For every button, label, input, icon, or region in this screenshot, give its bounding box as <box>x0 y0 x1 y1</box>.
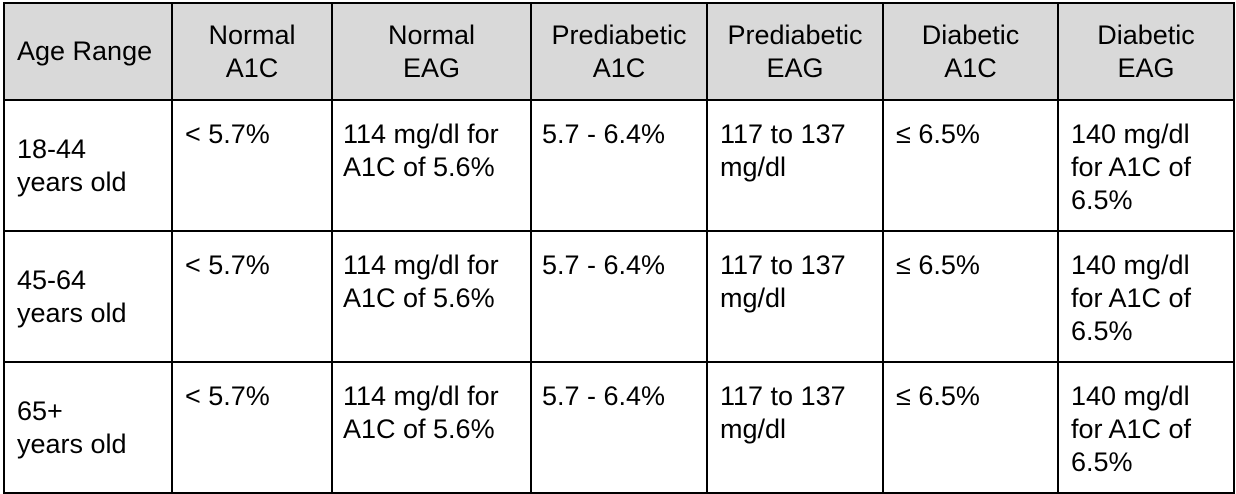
cell-prediabetic-eag: 117 to 137 mg/dl <box>706 99 884 232</box>
header-prediabetic-eag: Prediabetic EAG <box>706 2 884 101</box>
cell-prediabetic-eag: 117 to 137 mg/dl <box>706 361 884 494</box>
header-diabetic-a1c: Diabetic A1C <box>882 2 1059 101</box>
header-normal-eag: Normal EAG <box>331 2 532 101</box>
cell-diabetic-eag: 140 mg/dl for A1C of 6.5% <box>1057 99 1235 232</box>
cell-prediabetic-a1c: 5.7 - 6.4% <box>530 361 708 494</box>
cell-age-range: 18-44 years old <box>3 99 173 232</box>
header-diabetic-eag: Diabetic EAG <box>1057 2 1235 101</box>
cell-prediabetic-a1c: 5.7 - 6.4% <box>530 99 708 232</box>
cell-diabetic-a1c: ≤ 6.5% <box>882 99 1059 232</box>
cell-diabetic-a1c: ≤ 6.5% <box>882 230 1059 363</box>
table-row: 65+ years old < 5.7% 114 mg/dl for A1C o… <box>3 361 1235 494</box>
header-normal-a1c: Normal A1C <box>171 2 333 101</box>
cell-normal-eag: 114 mg/dl for A1C of 5.6% <box>331 230 532 363</box>
a1c-eag-table: Age Range Normal A1C Normal EAG Prediabe… <box>3 2 1235 494</box>
cell-age-range: 45-64 years old <box>3 230 173 363</box>
header-row: Age Range Normal A1C Normal EAG Prediabe… <box>3 2 1235 101</box>
cell-diabetic-eag: 140 mg/dl for A1C of 6.5% <box>1057 230 1235 363</box>
header-prediabetic-a1c: Prediabetic A1C <box>530 2 708 101</box>
cell-prediabetic-a1c: 5.7 - 6.4% <box>530 230 708 363</box>
cell-normal-a1c: < 5.7% <box>171 99 333 232</box>
cell-prediabetic-eag: 117 to 137 mg/dl <box>706 230 884 363</box>
header-age-range: Age Range <box>3 2 173 101</box>
table-body: 18-44 years old < 5.7% 114 mg/dl for A1C… <box>3 99 1235 494</box>
table-header: Age Range Normal A1C Normal EAG Prediabe… <box>3 2 1235 101</box>
cell-diabetic-eag: 140 mg/dl for A1C of 6.5% <box>1057 361 1235 494</box>
cell-diabetic-a1c: ≤ 6.5% <box>882 361 1059 494</box>
cell-normal-a1c: < 5.7% <box>171 230 333 363</box>
cell-age-range: 65+ years old <box>3 361 173 494</box>
table-row: 45-64 years old < 5.7% 114 mg/dl for A1C… <box>3 230 1235 363</box>
table-row: 18-44 years old < 5.7% 114 mg/dl for A1C… <box>3 99 1235 232</box>
cell-normal-a1c: < 5.7% <box>171 361 333 494</box>
cell-normal-eag: 114 mg/dl for A1C of 5.6% <box>331 99 532 232</box>
cell-normal-eag: 114 mg/dl for A1C of 5.6% <box>331 361 532 494</box>
